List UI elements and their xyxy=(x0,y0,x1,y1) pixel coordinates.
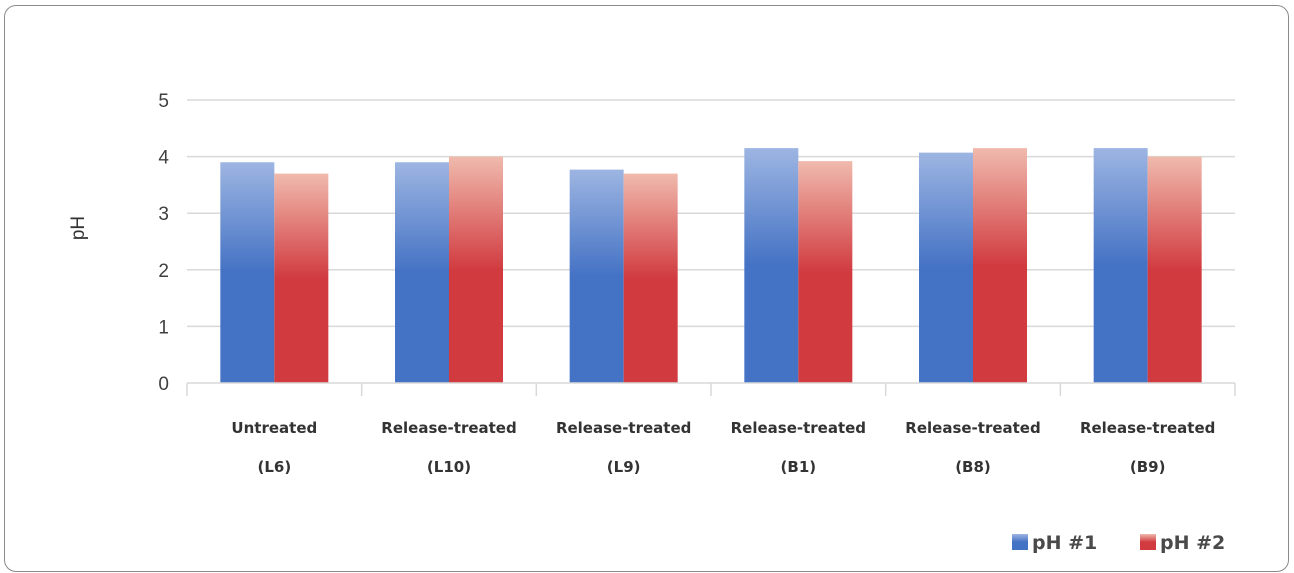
bar-series2-1 xyxy=(274,173,329,383)
bar-series1-1 xyxy=(220,162,275,383)
y-tick-label: 2 xyxy=(158,261,169,282)
bar-series1-5 xyxy=(919,152,973,383)
bar-series2-6 xyxy=(1147,156,1202,383)
axes: 0 1 2 3 4 5 Untreated (L6) Release-treated (L10) R… xyxy=(158,91,1236,476)
bar-series2-2 xyxy=(449,156,503,383)
y-tick-label: 3 xyxy=(158,204,169,225)
bar-series2-4 xyxy=(798,161,853,383)
x-tick-label: (L9) xyxy=(607,458,641,476)
x-tick-label: (B8) xyxy=(955,458,991,476)
x-tick-label: (L10) xyxy=(427,458,471,476)
bars xyxy=(220,148,1202,383)
x-tick-label: Untreated xyxy=(231,419,317,437)
x-tick-label: Release-treated xyxy=(556,419,691,437)
gridlines xyxy=(187,99,1235,328)
x-tick-label: (B9) xyxy=(1130,458,1166,476)
legend: pH #1 pH #2 xyxy=(1012,532,1225,554)
bar-series1-2 xyxy=(395,162,449,383)
legend-label-2: pH #2 xyxy=(1160,532,1225,554)
x-tick-label: Release-treated xyxy=(1080,419,1215,437)
bar-series2-3 xyxy=(623,173,678,383)
legend-swatch-2 xyxy=(1140,534,1156,550)
y-tick-label: 1 xyxy=(158,317,169,338)
bar-series2-5 xyxy=(973,148,1027,383)
bar-series1-6 xyxy=(1093,148,1148,383)
y-tick-label: 0 xyxy=(158,374,169,395)
bar-series1-4 xyxy=(744,148,799,383)
legend-swatch-1 xyxy=(1012,534,1028,550)
y-axis-title: pH xyxy=(68,216,89,240)
x-tick-label: Release-treated xyxy=(905,419,1040,437)
y-tick-label: 4 xyxy=(158,148,169,169)
x-tick-label: Release-treated xyxy=(381,419,516,437)
x-tick-label: (L6) xyxy=(257,458,291,476)
bar-series1-3 xyxy=(569,169,624,383)
x-tick-label: Release-treated xyxy=(731,419,866,437)
legend-label-1: pH #1 xyxy=(1032,532,1097,554)
x-tick-label: (B1) xyxy=(781,458,817,476)
y-tick-label: 5 xyxy=(158,91,169,112)
